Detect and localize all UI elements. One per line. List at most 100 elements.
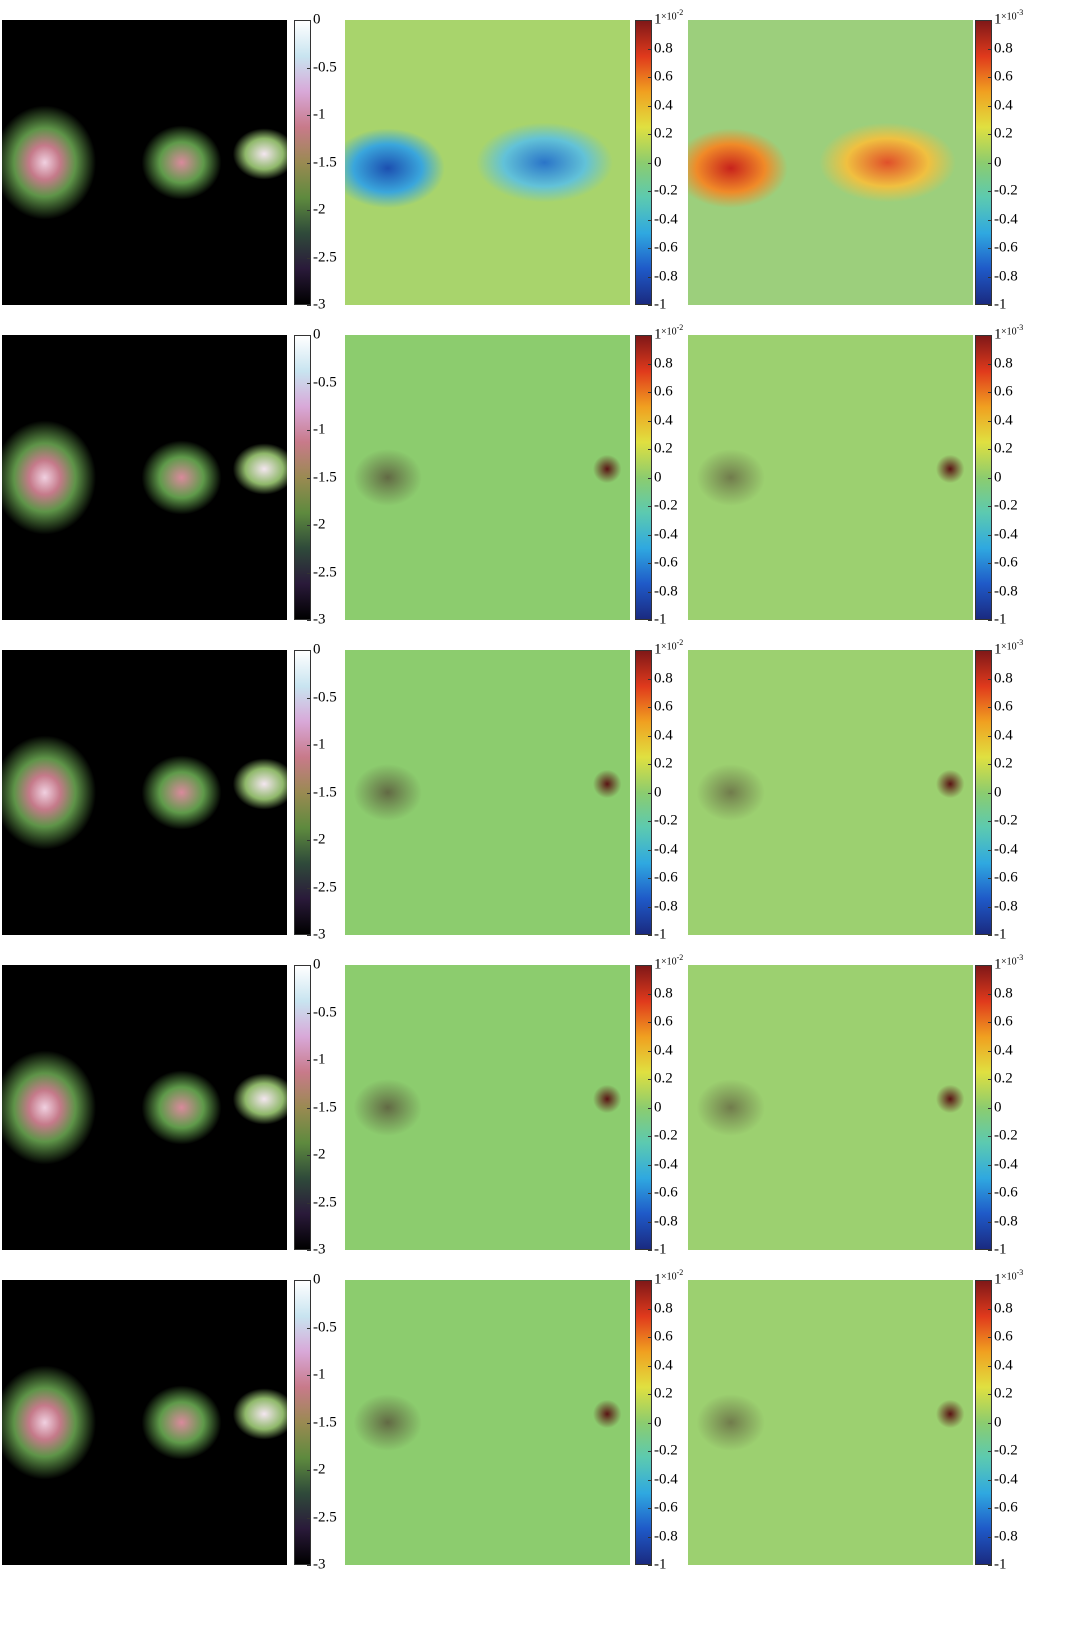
colorbar-tick-label: -1 [313, 736, 326, 753]
colorbar-tick [307, 115, 311, 116]
colorbar-tick-label: -0.8 [654, 268, 678, 284]
colorbar-tick [648, 1050, 652, 1052]
colorbar-tick [648, 906, 652, 908]
colorbar-tick [988, 792, 992, 794]
colorbar-tick [307, 257, 311, 259]
colorbar-tick [648, 534, 652, 536]
colorbar-tick [648, 1250, 652, 1251]
colorbar-tick [988, 134, 992, 135]
colorbar-tick [648, 1280, 652, 1281]
colorbar-tick-label: -0.6 [994, 1499, 1018, 1516]
colorbar-tick [307, 1060, 311, 1061]
colorbar-tick-label: -0.8 [994, 1213, 1018, 1229]
colorbar-tick [988, 678, 992, 680]
image-panel [345, 1280, 630, 1565]
exponent-base: ×10 [661, 1271, 677, 1283]
image-panel [2, 20, 287, 305]
colorbar-tick-label: -1 [994, 611, 1007, 628]
colorbar-tick [988, 1221, 992, 1223]
exponent-power: -3 [1016, 638, 1024, 647]
colorbar-tick [307, 477, 311, 479]
image-panel [345, 335, 630, 620]
colorbar-tick [648, 105, 652, 107]
colorbar-tick [648, 1164, 652, 1166]
colorbar-tick-label: -1 [313, 421, 326, 438]
colorbar-tick [988, 335, 992, 336]
colorbar-tick-label: -0.6 [994, 1184, 1018, 1201]
colorbar-tick [307, 382, 311, 384]
image-panel [688, 1280, 973, 1565]
colorbar-tick-label: -0.2 [994, 1127, 1018, 1144]
colorbar-tick-label: -1 [654, 611, 667, 628]
colorbar-tick [988, 906, 992, 908]
colorbar-tick [988, 1079, 992, 1080]
colorbar-tick-label: 0 [654, 154, 662, 170]
colorbar-exponent: ×10-3 [1001, 1268, 1023, 1282]
image-panel [345, 650, 630, 935]
colorbar-tick-label: -1 [313, 1051, 326, 1068]
colorbar-tick-label: -0.5 [313, 59, 337, 75]
colorbar-tick-label: -2.5 [313, 1194, 337, 1210]
colorbar-tick-label: -2 [313, 516, 326, 533]
colorbar-tick-label: -3 [313, 296, 326, 313]
exponent-power: -2 [676, 953, 684, 962]
colorbar-tick-label: 0.4 [994, 97, 1013, 113]
colorbar-tick [988, 965, 992, 966]
colorbar-tick [648, 1536, 652, 1538]
colorbar-tick-label: 0.8 [654, 355, 673, 371]
colorbar-tick-label: 1 [654, 641, 662, 658]
image-panel [2, 335, 287, 620]
image-panel [2, 965, 287, 1250]
colorbar-tick-label: 0.2 [654, 1070, 673, 1087]
colorbar-tick-label: -0.5 [313, 374, 337, 390]
colorbar-tick-label: 0.8 [654, 40, 673, 56]
colorbar-tick-label: 0 [654, 1099, 662, 1115]
colorbar-tick [648, 878, 652, 879]
colorbar-exponent: ×10-3 [1001, 953, 1023, 967]
colorbar-tick [988, 420, 992, 422]
colorbar-tick [988, 392, 992, 393]
colorbar-tick [307, 1012, 311, 1014]
colorbar-tick-label: -0.4 [994, 211, 1018, 227]
colorbar-tick-label: -0.8 [994, 898, 1018, 914]
colorbar-tick-label: 0.6 [994, 1013, 1013, 1030]
colorbar-tick [988, 935, 992, 936]
colorbar-tick [648, 1107, 652, 1109]
colorbar-tick [988, 1451, 992, 1452]
colorbar-tick [648, 363, 652, 365]
colorbar-tick [988, 993, 992, 995]
colorbar-tick-label: -3 [313, 1556, 326, 1573]
colorbar-tick [648, 305, 652, 306]
colorbar-tick-label: -0.8 [994, 583, 1018, 599]
colorbar-tick-label: -0.6 [994, 239, 1018, 256]
colorbar-tick-label: 0 [994, 154, 1002, 170]
colorbar-tick-label: -1.5 [313, 154, 337, 170]
colorbar-tick-label: 1 [654, 326, 662, 343]
colorbar-tick [648, 849, 652, 851]
colorbar-tick [988, 534, 992, 536]
colorbar-tick [988, 48, 992, 50]
colorbar-tick-label: -0.6 [994, 869, 1018, 886]
colorbar-tick-label: 1 [994, 326, 1002, 343]
colorbar-tick [648, 993, 652, 995]
exponent-base: ×10 [1001, 641, 1017, 653]
colorbar-tick [648, 1479, 652, 1481]
colorbar-tick-label: -1 [313, 1366, 326, 1383]
colorbar-tick-label: -0.2 [994, 1442, 1018, 1459]
colorbar-tick [988, 449, 992, 450]
colorbar-tick [307, 745, 311, 746]
colorbar-tick [307, 1327, 311, 1329]
colorbar-tick-label: 0 [313, 11, 321, 28]
colorbar-tick [988, 1136, 992, 1137]
colorbar-tick-label: -1 [654, 296, 667, 313]
colorbar-tick [648, 1451, 652, 1452]
colorbar-tick-label: -2 [313, 1461, 326, 1478]
colorbar-tick-label: 0.2 [994, 1385, 1013, 1402]
colorbar-tick [988, 77, 992, 78]
colorbar-tick-label: 0 [994, 784, 1002, 800]
colorbar-tick-label: 0.4 [654, 727, 673, 743]
colorbar-tick-label: -2.5 [313, 879, 337, 895]
colorbar-tick [648, 1308, 652, 1310]
colorbar-tick [988, 821, 992, 822]
colorbar-tick [648, 420, 652, 422]
